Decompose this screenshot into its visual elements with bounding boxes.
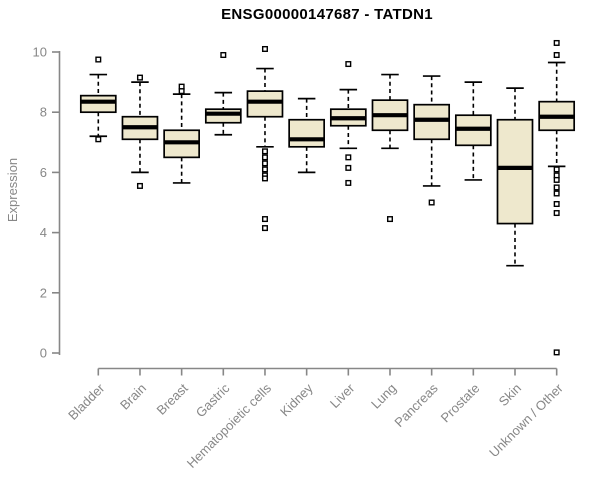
iqr-box <box>288 118 325 148</box>
iqr-box <box>204 108 242 124</box>
outlier-point <box>345 154 352 161</box>
outlier-point <box>136 182 143 189</box>
y-tick-label: 6 <box>40 165 47 180</box>
outlier-point <box>136 74 143 81</box>
x-category-label: Liver <box>327 380 358 411</box>
outlier-point <box>261 216 268 223</box>
iqr-box <box>496 118 534 225</box>
outlier-point <box>553 201 560 208</box>
x-category-label: Unknown / Other <box>486 380 566 460</box>
outlier-point <box>261 45 268 52</box>
y-axis: 0 2 4 6 8 10 Expression <box>5 45 61 361</box>
y-tick-label: 10 <box>33 45 47 60</box>
y-axis-label: Expression <box>5 158 20 222</box>
box-bladder <box>79 56 117 143</box>
outlier-point <box>220 52 227 59</box>
x-category-label: Lung <box>368 381 399 412</box>
outlier-point <box>553 176 560 183</box>
outlier-point <box>386 216 393 223</box>
box-brain <box>121 74 159 189</box>
outlier-point <box>428 199 435 206</box>
outlier-point <box>95 56 102 63</box>
outlier-point <box>553 39 560 46</box>
box-prostate <box>454 81 492 181</box>
box-pancreas <box>413 75 451 206</box>
x-category-label: Pancreas <box>391 380 441 430</box>
outlier-point <box>553 52 560 59</box>
x-category-label: Gastric <box>193 380 233 420</box>
outlier-point <box>345 179 352 186</box>
outlier-point <box>553 190 560 197</box>
y-tick-label: 8 <box>40 105 47 120</box>
box-liver <box>329 61 367 186</box>
outlier-point <box>345 164 352 171</box>
x-category-label: Bladder <box>65 380 108 423</box>
x-category-label: Prostate <box>438 381 483 426</box>
box-breast <box>163 83 200 184</box>
iqr-box <box>246 90 284 118</box>
box-kidney <box>288 97 325 174</box>
outlier-point <box>261 148 268 155</box>
x-category-label: Kidney <box>277 380 316 419</box>
y-tick-label: 4 <box>40 225 47 240</box>
box-skin <box>496 87 534 267</box>
outlier-point <box>95 136 102 143</box>
outlier-point <box>553 184 560 191</box>
outlier-point <box>345 61 352 68</box>
outlier-point <box>261 154 268 161</box>
box-gastric <box>204 52 242 136</box>
outlier-point <box>261 175 268 182</box>
outlier-point <box>261 160 268 167</box>
y-tick-label: 0 <box>40 346 47 361</box>
outlier-point <box>553 166 560 173</box>
outlier-point <box>553 210 560 217</box>
iqr-box <box>413 103 451 141</box>
outlier-point <box>178 88 185 95</box>
box-hematopoietic-cells <box>246 45 284 232</box>
outlier-point <box>553 349 560 356</box>
x-category-label: Breast <box>154 380 191 417</box>
x-category-label: Skin <box>496 381 524 409</box>
chart-title: ENSG00000147687 - TATDN1 <box>221 6 433 23</box>
box-lung <box>371 73 409 223</box>
x-category-label: Brain <box>117 381 149 413</box>
outlier-point <box>261 225 268 232</box>
y-tick-label: 2 <box>40 285 47 300</box>
iqr-box <box>79 94 117 114</box>
outlier-point <box>261 166 268 173</box>
box-unknown-other <box>538 39 576 356</box>
